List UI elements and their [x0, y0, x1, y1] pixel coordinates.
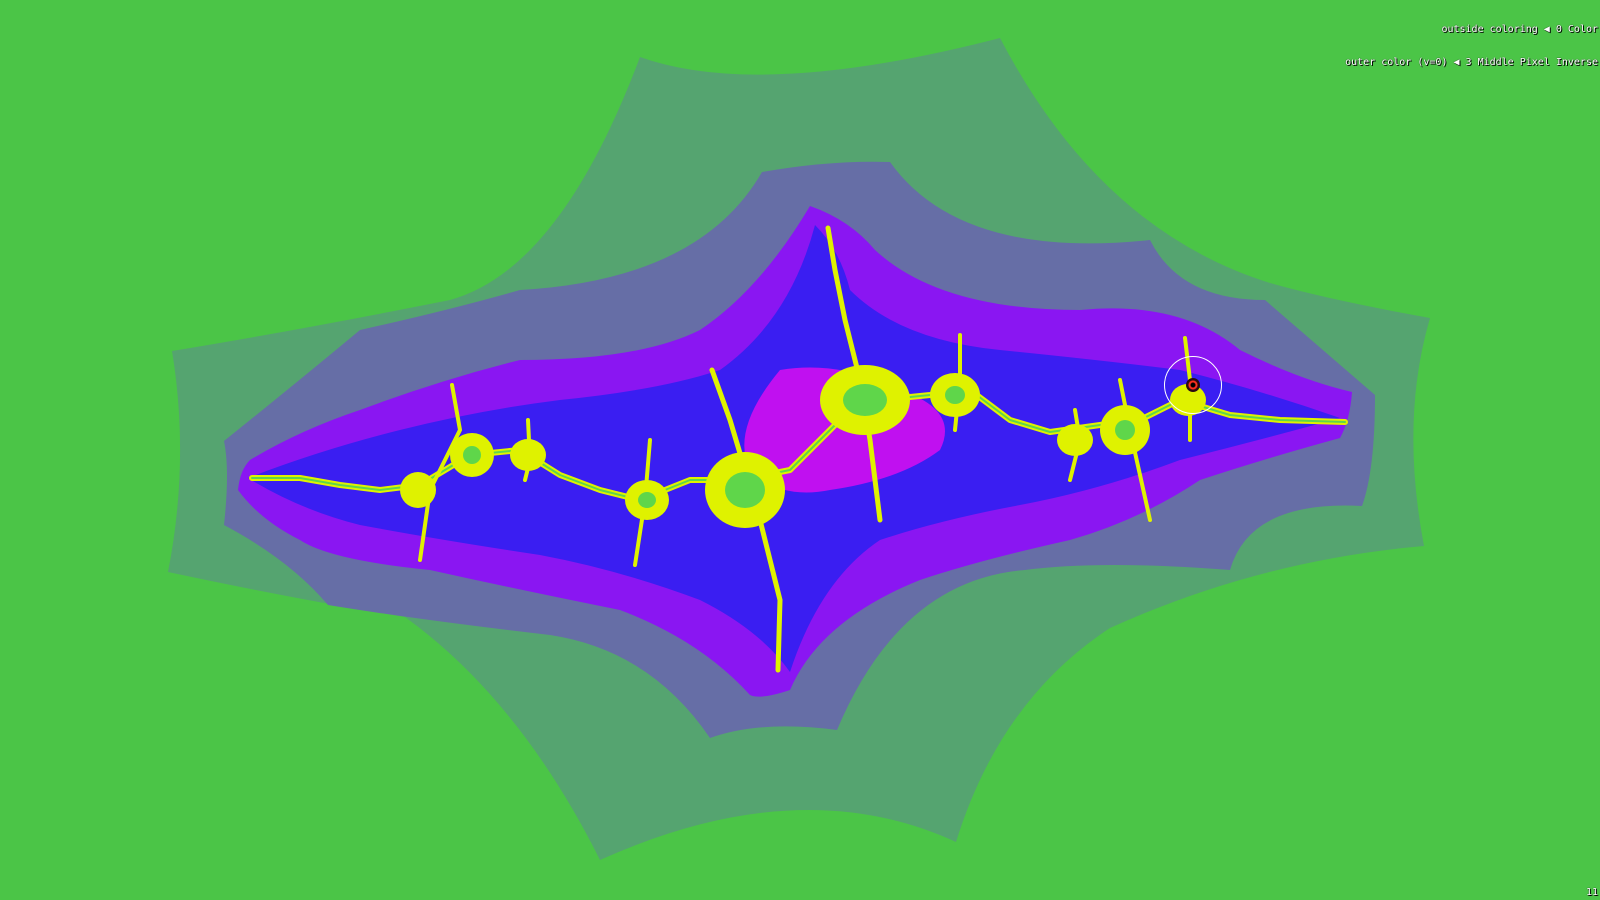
hud-outside-coloring[interactable]: outside coloring ◀ 0 Color	[1441, 24, 1598, 35]
cursor-center-icon	[1186, 378, 1200, 392]
julia-blob-cores	[463, 384, 1135, 508]
crosshair-ring-icon[interactable]	[1164, 356, 1222, 414]
hud-outer-color[interactable]: outer color (v=0) ◀ 3 Middle Pixel Inver…	[1345, 57, 1598, 68]
frame-counter: 11	[1585, 887, 1598, 898]
hud-overlay: outside coloring ◀ 0 Color outer color (…	[1345, 2, 1598, 90]
